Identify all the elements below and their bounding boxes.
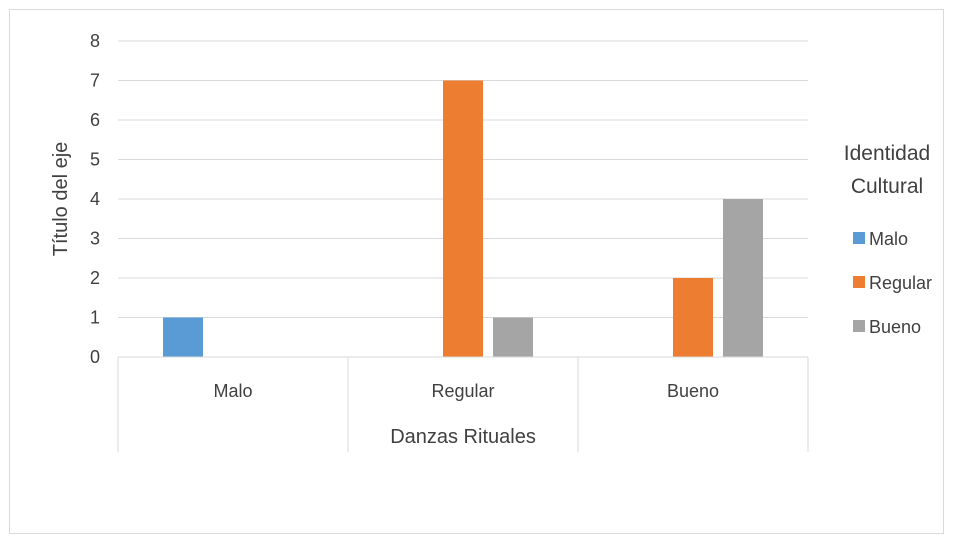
- bar-regular-bueno: [673, 278, 713, 357]
- y-tick-label: 2: [90, 268, 100, 288]
- bar-bueno-regular: [493, 317, 533, 357]
- y-tick-label: 4: [90, 189, 100, 209]
- x-axis: Malo Regular Bueno: [117, 356, 809, 452]
- y-tick-label: 5: [90, 150, 100, 170]
- legend-label: Bueno: [869, 317, 921, 337]
- bar-malo-malo: [163, 317, 203, 357]
- y-axis-ticks: 0 1 2 3 4 5 6 7 8: [90, 31, 100, 367]
- x-tick-label: Malo: [213, 381, 252, 401]
- legend-swatch-malo: [853, 232, 865, 244]
- legend-title-line: Identidad: [844, 142, 930, 165]
- bar-regular-regular: [443, 80, 483, 357]
- legend-label: Malo: [869, 229, 908, 249]
- legend: Identidad Cultural Malo Regular Bueno: [844, 142, 932, 337]
- x-axis-title: Danzas Rituales: [390, 426, 536, 448]
- y-tick-label: 6: [90, 110, 100, 130]
- legend-label: Regular: [869, 273, 932, 293]
- y-tick-label: 7: [90, 71, 100, 91]
- y-axis-title: Título del eje: [50, 142, 72, 257]
- legend-swatch-regular: [853, 276, 865, 288]
- x-tick-label: Regular: [431, 381, 494, 401]
- y-tick-label: 8: [90, 31, 100, 51]
- bars: [163, 80, 763, 357]
- y-tick-label: 1: [90, 308, 100, 328]
- y-tick-label: 3: [90, 229, 100, 249]
- x-tick-label: Bueno: [667, 381, 719, 401]
- legend-title-line: Cultural: [851, 175, 923, 198]
- legend-swatch-bueno: [853, 320, 865, 332]
- y-tick-label: 0: [90, 347, 100, 367]
- bar-bueno-bueno: [723, 199, 763, 357]
